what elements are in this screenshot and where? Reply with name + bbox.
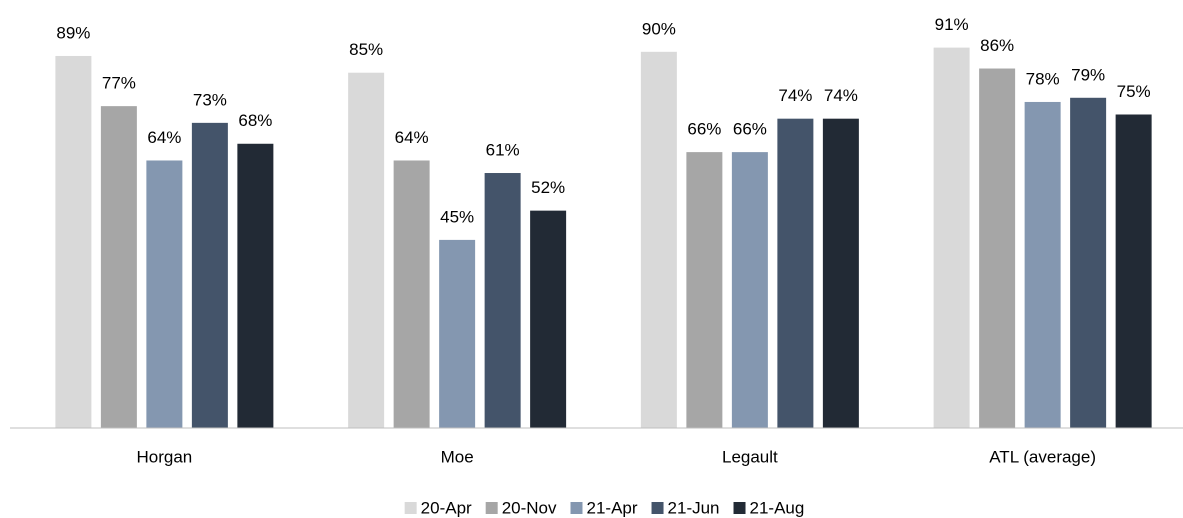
legend-swatch <box>733 502 746 514</box>
data-label: 75% <box>1117 82 1151 101</box>
legend-label: 20-Apr <box>421 498 472 517</box>
data-label: 74% <box>778 86 812 105</box>
bar <box>731 152 768 428</box>
bar <box>530 210 567 428</box>
bar <box>1024 101 1061 429</box>
data-label: 66% <box>733 120 767 139</box>
bar <box>146 160 183 429</box>
bar <box>1070 97 1107 428</box>
data-label: 73% <box>193 90 227 109</box>
bar <box>777 118 814 429</box>
bar <box>191 122 228 429</box>
x-tick-label: Moe <box>441 447 474 466</box>
data-label: 64% <box>147 128 181 147</box>
data-label: 68% <box>238 111 272 130</box>
data-label: 64% <box>395 128 429 147</box>
legend-label: 20-Nov <box>502 498 557 517</box>
x-tick-label: Legault <box>722 447 778 466</box>
legend-label: 21-Aug <box>750 498 805 517</box>
x-tick-label: Horgan <box>136 447 192 466</box>
bar <box>1115 114 1152 428</box>
data-label: 61% <box>486 141 520 160</box>
data-label: 45% <box>440 207 474 226</box>
legend-label: 21-Jun <box>668 498 720 517</box>
legend-swatch <box>651 502 664 514</box>
bar <box>439 239 476 428</box>
data-label: 66% <box>687 120 721 139</box>
data-label: 77% <box>102 74 136 93</box>
data-label: 52% <box>531 178 565 197</box>
data-label: 91% <box>935 15 969 34</box>
legend-label: 21-Apr <box>587 498 638 517</box>
bar <box>393 160 430 429</box>
data-label: 79% <box>1071 65 1105 84</box>
bar <box>55 55 92 428</box>
data-label: 89% <box>56 23 90 42</box>
bar <box>822 118 859 429</box>
x-tick-label: ATL (average) <box>989 447 1096 466</box>
data-label: 74% <box>824 86 858 105</box>
bar <box>686 152 723 428</box>
data-label: 78% <box>1026 69 1060 88</box>
bar <box>640 51 677 429</box>
legend-swatch <box>485 502 498 514</box>
legend-swatch <box>570 502 583 514</box>
data-label: 90% <box>642 19 676 38</box>
bar <box>237 143 274 428</box>
legend-swatch <box>404 502 417 514</box>
bar <box>979 68 1016 429</box>
data-label: 85% <box>349 40 383 59</box>
bar <box>100 106 137 428</box>
bar <box>933 47 970 429</box>
data-label: 86% <box>980 36 1014 55</box>
bar <box>484 173 521 428</box>
bar <box>348 72 385 428</box>
